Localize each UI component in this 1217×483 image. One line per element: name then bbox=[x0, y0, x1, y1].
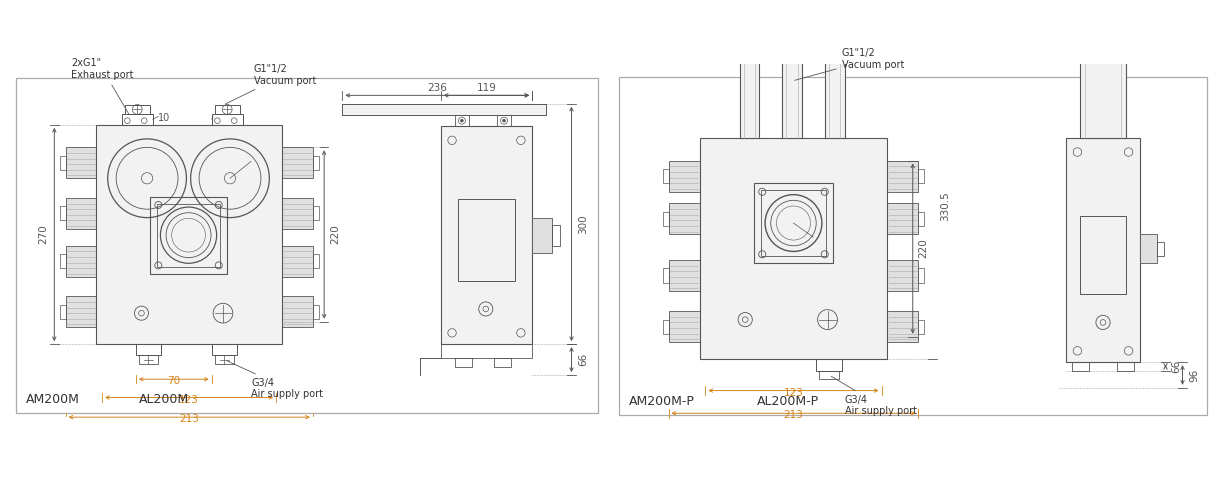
Bar bbox=[1072, 362, 1089, 371]
Bar bbox=[214, 105, 240, 114]
Bar bbox=[96, 125, 282, 344]
Text: AL200M: AL200M bbox=[139, 393, 189, 406]
Bar bbox=[313, 254, 319, 268]
Bar bbox=[157, 203, 220, 267]
Text: 213: 213 bbox=[784, 411, 803, 420]
Bar bbox=[282, 246, 313, 277]
Bar bbox=[887, 160, 919, 192]
Bar bbox=[668, 260, 700, 291]
Text: 300: 300 bbox=[578, 214, 589, 234]
Bar bbox=[919, 320, 924, 334]
Bar bbox=[551, 225, 560, 246]
Bar bbox=[825, 53, 845, 138]
Bar bbox=[342, 104, 546, 115]
Bar bbox=[458, 199, 515, 281]
Text: 330.5: 330.5 bbox=[940, 191, 949, 221]
Bar bbox=[1081, 50, 1126, 138]
Bar bbox=[60, 156, 66, 170]
Bar bbox=[1140, 234, 1157, 263]
Bar bbox=[494, 358, 511, 367]
Bar bbox=[663, 320, 668, 334]
Circle shape bbox=[460, 119, 464, 122]
Text: AM200M: AM200M bbox=[27, 393, 80, 406]
Bar bbox=[887, 311, 919, 342]
Bar bbox=[817, 359, 842, 371]
Text: G1"1/2
Vacuum port: G1"1/2 Vacuum port bbox=[225, 64, 316, 104]
Bar bbox=[139, 355, 158, 364]
Bar bbox=[66, 147, 96, 178]
Bar bbox=[668, 160, 700, 192]
Bar bbox=[282, 296, 313, 327]
Bar bbox=[1117, 362, 1134, 371]
Bar bbox=[819, 371, 839, 379]
Text: 270: 270 bbox=[39, 225, 49, 244]
Text: G3/4
Air supply port: G3/4 Air supply port bbox=[226, 361, 323, 399]
Bar bbox=[455, 115, 469, 126]
Text: 236: 236 bbox=[427, 83, 447, 93]
Bar bbox=[761, 190, 826, 256]
Bar bbox=[919, 269, 924, 283]
Text: G3/4
Air supply port: G3/4 Air supply port bbox=[831, 376, 916, 416]
Bar bbox=[497, 115, 511, 126]
Bar bbox=[66, 246, 96, 277]
Bar bbox=[313, 305, 319, 319]
Bar bbox=[919, 169, 924, 183]
Text: 2xG1"
Exhaust port: 2xG1" Exhaust port bbox=[71, 58, 134, 114]
Text: G1"1/2
Vacuum port: G1"1/2 Vacuum port bbox=[795, 48, 904, 80]
Bar bbox=[313, 206, 319, 220]
Bar bbox=[282, 198, 313, 229]
Text: 66: 66 bbox=[578, 353, 589, 366]
Bar bbox=[455, 358, 472, 367]
Bar bbox=[122, 114, 152, 125]
Bar bbox=[887, 260, 919, 291]
Bar bbox=[532, 218, 551, 253]
Text: 10: 10 bbox=[158, 113, 170, 123]
Text: 213: 213 bbox=[179, 414, 200, 424]
Circle shape bbox=[503, 119, 505, 122]
Bar bbox=[212, 344, 237, 355]
Bar bbox=[282, 147, 313, 178]
Bar bbox=[887, 203, 919, 234]
Bar bbox=[783, 53, 802, 138]
Bar bbox=[663, 269, 668, 283]
Bar bbox=[1157, 242, 1163, 256]
Bar bbox=[740, 53, 759, 138]
Bar bbox=[1066, 138, 1140, 362]
Bar bbox=[124, 105, 150, 114]
Bar bbox=[753, 183, 834, 263]
Bar bbox=[663, 169, 668, 183]
Bar bbox=[136, 344, 161, 355]
Bar bbox=[66, 296, 96, 327]
Bar bbox=[700, 138, 887, 359]
Bar bbox=[150, 197, 228, 274]
Bar bbox=[668, 311, 700, 342]
Text: 96: 96 bbox=[1190, 369, 1200, 382]
Text: 123: 123 bbox=[179, 395, 200, 405]
Text: 70: 70 bbox=[167, 376, 180, 386]
Bar bbox=[212, 114, 242, 125]
Bar bbox=[60, 206, 66, 220]
Bar bbox=[1081, 216, 1126, 294]
Text: AM200M-P: AM200M-P bbox=[629, 395, 695, 408]
Text: 220: 220 bbox=[330, 225, 340, 244]
Bar bbox=[663, 212, 668, 226]
Bar bbox=[313, 156, 319, 170]
Bar bbox=[441, 344, 532, 358]
Bar bbox=[919, 212, 924, 226]
Bar bbox=[60, 254, 66, 268]
Text: 119: 119 bbox=[477, 83, 497, 93]
Text: 66: 66 bbox=[1171, 360, 1182, 373]
Text: 123: 123 bbox=[784, 388, 803, 398]
Text: 220: 220 bbox=[919, 239, 929, 258]
Bar bbox=[668, 203, 700, 234]
Bar bbox=[441, 126, 532, 344]
Bar bbox=[66, 198, 96, 229]
Bar bbox=[214, 355, 234, 364]
Bar bbox=[60, 305, 66, 319]
Text: AL200M-P: AL200M-P bbox=[757, 395, 819, 408]
